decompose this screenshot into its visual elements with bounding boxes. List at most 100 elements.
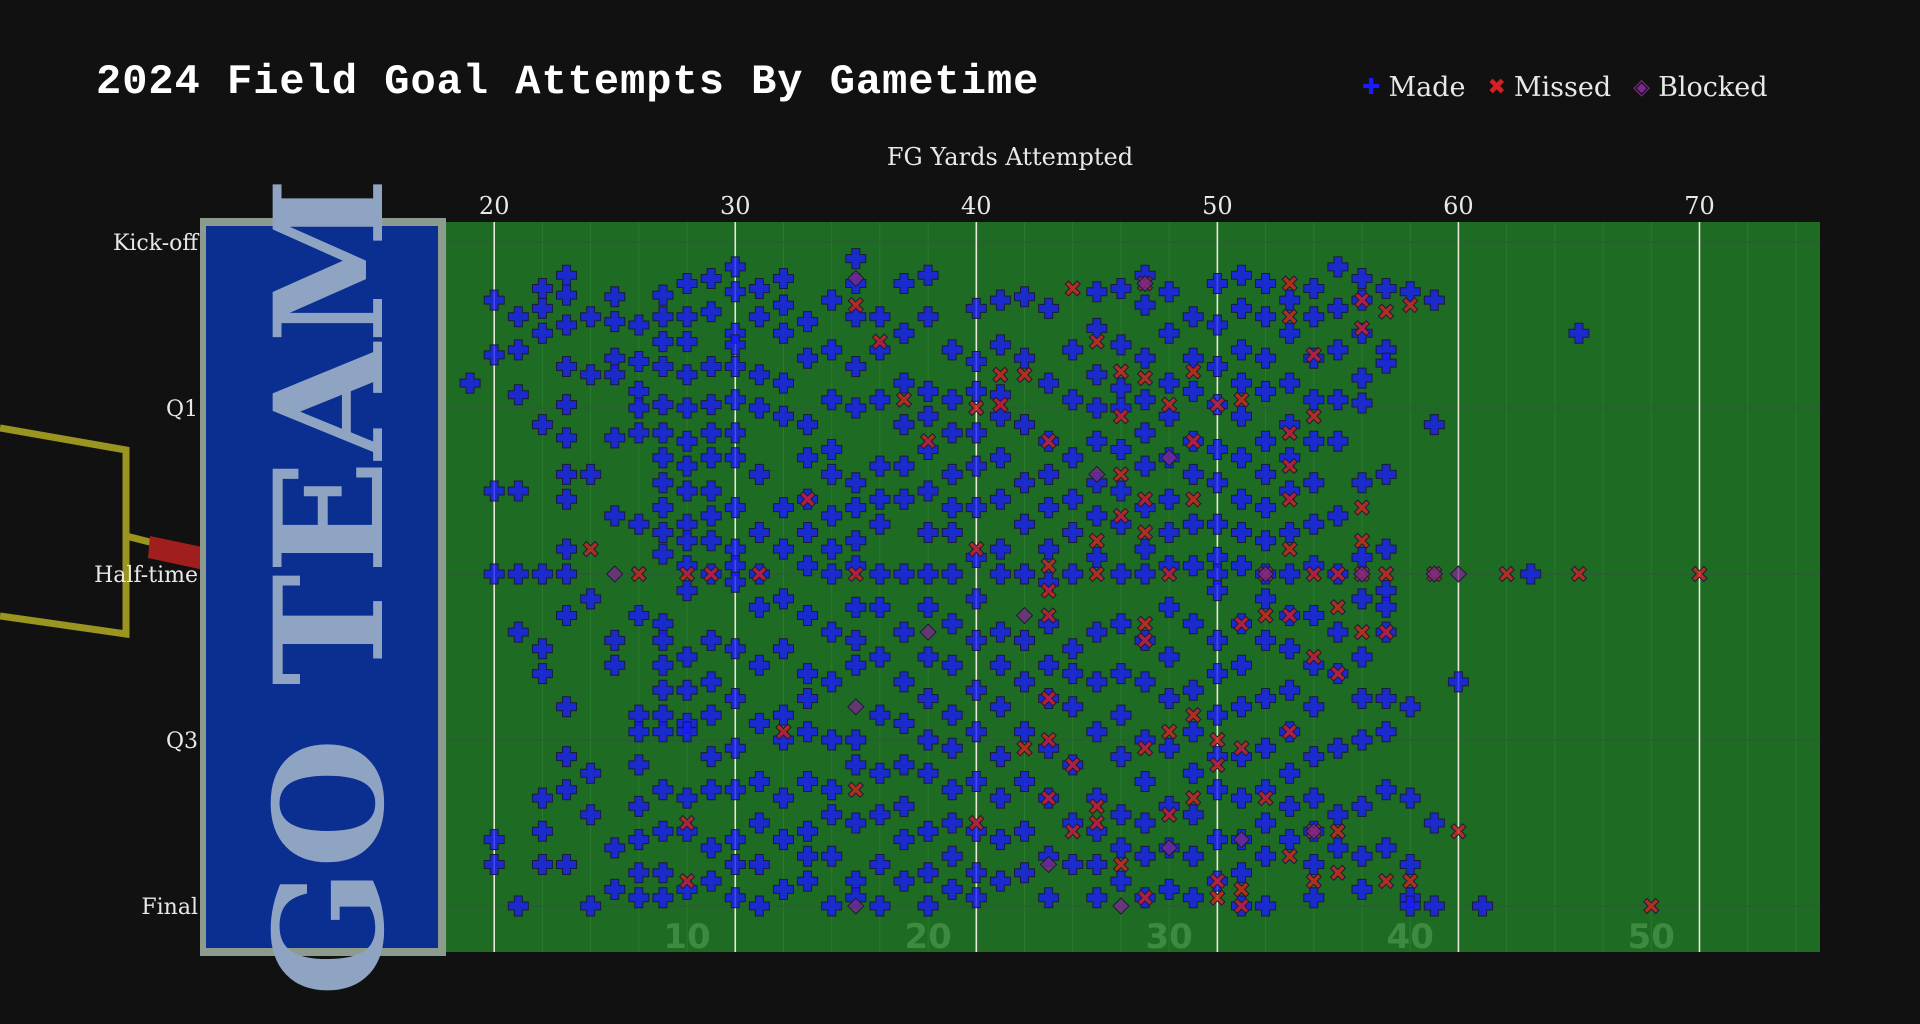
missed-point (1064, 280, 1081, 297)
made-point (531, 787, 553, 809)
missed-point (1160, 396, 1178, 413)
made-point (652, 721, 674, 743)
made-point (772, 322, 794, 344)
made-point (748, 654, 770, 676)
made-point (1038, 297, 1060, 319)
made-point (772, 787, 794, 809)
made-point (700, 629, 722, 651)
missed-point (1209, 756, 1226, 774)
missed-point (1040, 789, 1057, 807)
made-point (1399, 895, 1421, 917)
missed-point (1643, 897, 1660, 915)
legend-label-blocked: Blocked (1658, 72, 1768, 103)
missed-point (1040, 432, 1057, 450)
made-point (556, 563, 578, 585)
made-point (1279, 563, 1301, 585)
missed-point (1329, 598, 1347, 616)
made-point (700, 779, 722, 801)
made-point (628, 829, 650, 851)
made-point (628, 795, 650, 817)
made-point (1303, 787, 1325, 809)
made-point (483, 344, 505, 366)
missed-point (1136, 740, 1154, 757)
made-point (1158, 646, 1180, 668)
made-point (507, 339, 529, 361)
made-point (531, 322, 553, 344)
made-point (869, 596, 891, 618)
made-point (531, 820, 553, 842)
made-point (869, 804, 891, 826)
field-yard-label: 30 (1145, 917, 1192, 957)
made-point (700, 746, 722, 768)
made-point (989, 696, 1011, 718)
made-point (748, 771, 770, 792)
made-point (531, 638, 553, 660)
made-point (724, 638, 746, 660)
missed-point (775, 723, 792, 740)
missed-point (1136, 369, 1154, 387)
made-point (700, 447, 722, 469)
made-point (580, 463, 602, 485)
legend-marker-missed: ✖ (1487, 75, 1506, 100)
made-point (556, 394, 578, 416)
made-point (724, 389, 746, 411)
made-point (845, 397, 867, 419)
made-point (700, 268, 722, 290)
made-point (1351, 367, 1373, 389)
made-point (1568, 322, 1590, 344)
made-point (1303, 430, 1325, 452)
x-axis-label: FG Yards Attempted (886, 143, 1134, 171)
made-point (604, 654, 626, 676)
missed-point (1209, 889, 1226, 906)
made-point (917, 596, 939, 618)
missed-point (1016, 366, 1033, 384)
made-point (724, 779, 746, 801)
made-point (772, 405, 794, 427)
made-point (821, 671, 843, 693)
made-point (1230, 264, 1252, 286)
missed-point (630, 565, 648, 583)
made-point (1255, 347, 1277, 369)
made-point (1327, 339, 1349, 361)
made-point (1375, 277, 1397, 299)
made-point (797, 347, 819, 369)
made-point (652, 679, 674, 701)
made-point (700, 530, 722, 552)
made-point (1182, 306, 1204, 328)
made-point (724, 854, 746, 875)
made-point (821, 804, 843, 826)
field-yard-label: 10 (663, 917, 710, 957)
made-point (459, 372, 481, 394)
made-point (556, 463, 578, 485)
x-tick-label: 40 (961, 192, 992, 220)
made-point (748, 306, 770, 328)
made-point (1134, 455, 1156, 477)
made-point (1206, 439, 1228, 460)
made-point (989, 829, 1011, 851)
missed-point (1305, 408, 1322, 425)
missed-point (1233, 881, 1250, 898)
made-point (628, 397, 650, 419)
made-point (1255, 688, 1277, 709)
missed-point (1402, 296, 1419, 314)
blocked-point (847, 897, 865, 915)
missed-point (1233, 897, 1250, 915)
missed-point (992, 396, 1009, 413)
made-point (1134, 845, 1156, 867)
made-point (1110, 870, 1132, 892)
made-point (724, 256, 746, 278)
missed-point (1040, 582, 1057, 599)
made-point (1279, 679, 1301, 701)
blocked-point (1256, 565, 1275, 583)
made-point (893, 870, 915, 892)
made-point (1375, 463, 1397, 485)
made-point (797, 820, 819, 842)
made-point (869, 513, 891, 535)
made-point (1086, 621, 1108, 643)
made-point (941, 563, 963, 585)
made-point (1327, 505, 1349, 527)
missed-point (678, 814, 696, 832)
made-point (845, 629, 867, 651)
made-point (604, 311, 626, 333)
made-point (821, 505, 843, 527)
